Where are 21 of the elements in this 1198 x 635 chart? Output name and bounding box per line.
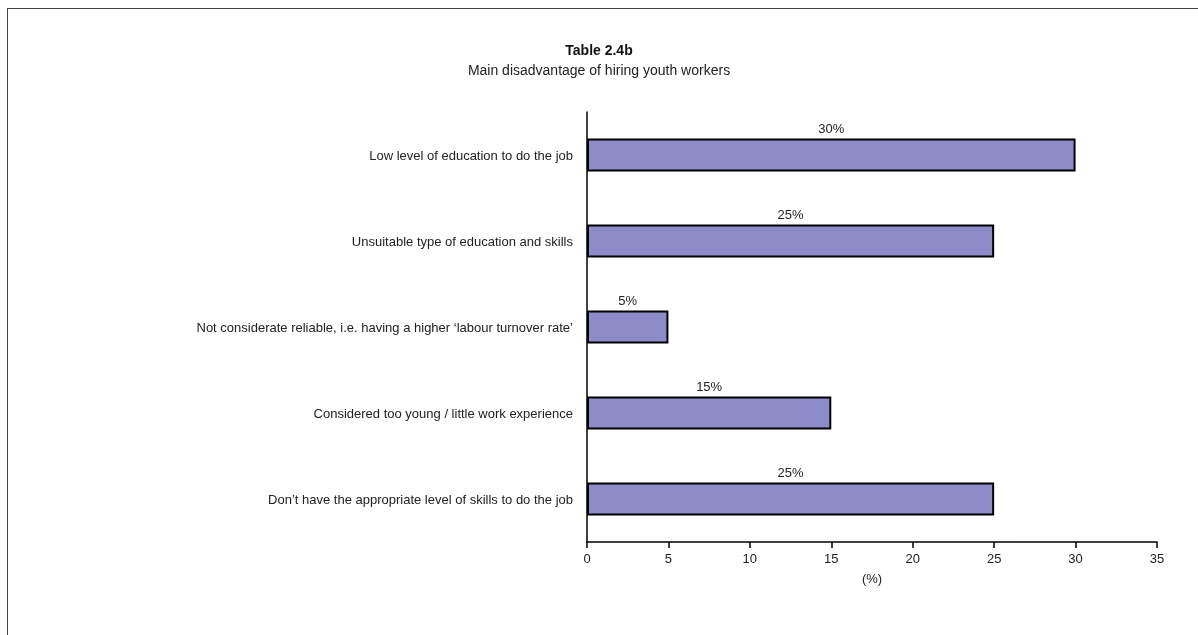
x-tick-label: 30 xyxy=(1068,551,1083,566)
x-tick-label: 35 xyxy=(1149,551,1165,566)
x-tick-label: 15 xyxy=(824,551,839,566)
y-tick-label: Unsuitable type of education and skills xyxy=(351,233,574,249)
data-label: 30% xyxy=(818,120,845,136)
y-tick-label: Low level of education to do the job xyxy=(369,147,573,163)
x-tick-label: 0 xyxy=(583,551,591,566)
data-label: 5% xyxy=(618,292,638,308)
y-tick-label: Not considerate reliable, i.e. having a higher ‘labour turnover rate’ xyxy=(196,319,574,335)
x-tick-label: 5 xyxy=(664,551,673,566)
data-label: 25% xyxy=(777,206,805,222)
data-label: 15% xyxy=(696,378,723,394)
chart-subtitle: Main disadvantage of hiring youth workers xyxy=(467,62,731,78)
chart-title: Table 2.4b xyxy=(565,42,633,58)
data-label: 25% xyxy=(777,464,805,480)
x-tick-label: 25 xyxy=(986,551,1002,566)
x-axis-title: (%) xyxy=(861,571,883,586)
x-tick-label: 10 xyxy=(742,551,758,566)
x-tick-label: 20 xyxy=(905,551,920,566)
y-tick-label: Don’t have the appropriate level of skills to do the job xyxy=(268,491,573,507)
y-tick-label: Considered too young / little work experience xyxy=(313,405,573,421)
